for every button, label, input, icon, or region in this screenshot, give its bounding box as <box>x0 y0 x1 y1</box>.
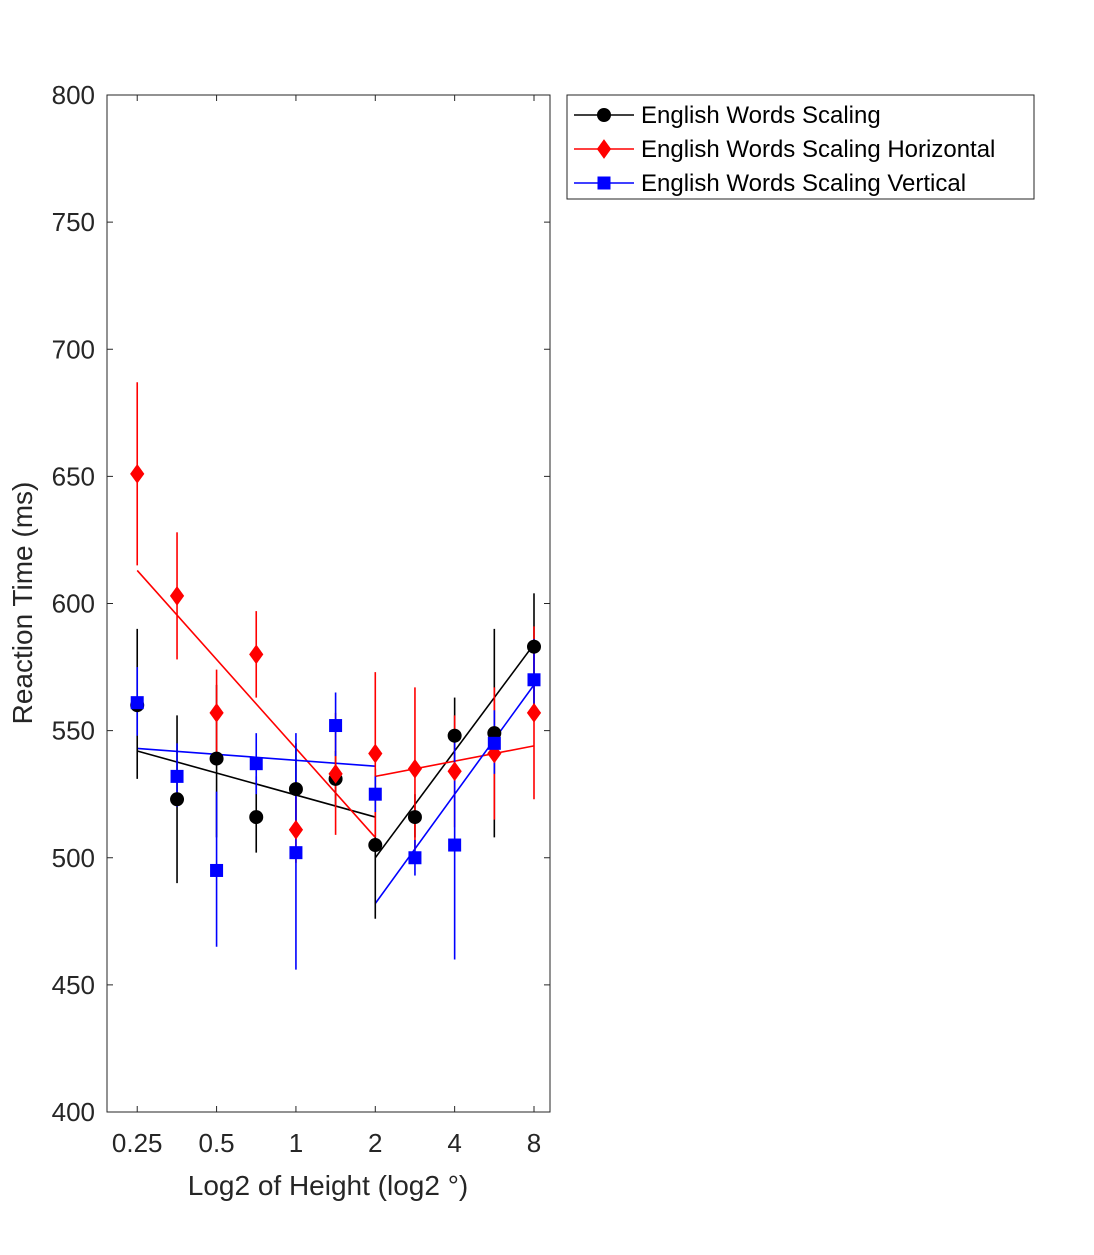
legend-marker-series-1 <box>596 139 612 159</box>
data-point-series-2 <box>289 846 303 860</box>
x-tick-label: 8 <box>527 1128 541 1158</box>
y-tick-label: 600 <box>52 589 95 619</box>
x-tick-label: 1 <box>289 1128 303 1158</box>
y-tick-label: 450 <box>52 970 95 1000</box>
data-point-series-1 <box>368 743 383 764</box>
data-markers <box>130 463 542 877</box>
legend-label-series-2: English Words Scaling Vertical <box>641 170 966 197</box>
legend-label-series-0: English Words Scaling <box>641 102 881 129</box>
data-point-series-1 <box>288 819 304 840</box>
data-point-series-0 <box>209 751 224 766</box>
data-point-series-1 <box>169 586 185 606</box>
data-point-series-2 <box>249 757 263 771</box>
data-point-series-2 <box>487 736 501 750</box>
legend: English Words Scaling English Words Scali… <box>566 94 1035 200</box>
data-point-series-0 <box>526 639 541 654</box>
x-tick-label: 0.5 <box>198 1128 234 1158</box>
data-point-series-0 <box>447 728 462 743</box>
legend-box <box>566 94 1035 200</box>
data-point-series-1 <box>328 763 343 784</box>
tick-labels: 0.25 0.5 1 2 4 8 400 450 500 550 600 650 700 750 800 <box>52 80 542 1158</box>
y-tick-label: 700 <box>52 334 95 364</box>
legend-marker-series-2 <box>597 176 611 190</box>
data-point-series-1 <box>209 702 224 723</box>
data-point-series-2 <box>448 838 462 852</box>
data-point-series-1 <box>526 702 542 723</box>
y-tick-label: 500 <box>52 843 95 873</box>
y-tick-label: 650 <box>52 461 95 491</box>
x-tick-label: 2 <box>368 1128 382 1158</box>
x-axis-label: Log2 of Height (log2 °) <box>188 1170 468 1201</box>
data-point-series-2 <box>527 673 541 687</box>
data-point-series-2 <box>210 863 224 877</box>
data-point-series-1 <box>447 761 462 782</box>
data-point-series-1 <box>249 644 264 665</box>
plot-area <box>107 95 550 1112</box>
data-point-series-0 <box>170 792 185 807</box>
data-point-series-1 <box>407 758 423 779</box>
legend-marker-series-0 <box>597 108 611 122</box>
data-point-series-1 <box>130 463 145 484</box>
legend-label-series-1: English Words Scaling Horizontal <box>641 136 995 163</box>
data-point-series-2 <box>130 696 144 710</box>
y-tick-label: 400 <box>52 1097 95 1127</box>
data-point-series-0 <box>368 838 383 853</box>
x-tick-label: 4 <box>447 1128 461 1158</box>
y-axis-label: Reaction Time (ms) <box>7 482 38 725</box>
data-point-series-0 <box>407 810 422 825</box>
data-point-series-2 <box>170 769 184 783</box>
data-point-series-2 <box>368 787 382 801</box>
y-tick-label: 800 <box>52 80 95 110</box>
plot-frame <box>106 94 551 1113</box>
data-point-series-0 <box>288 782 303 797</box>
y-tick-label: 550 <box>52 716 95 746</box>
data-point-series-2 <box>408 851 422 865</box>
x-tick-label: 0.25 <box>112 1128 163 1158</box>
data-point-series-2 <box>329 719 343 733</box>
y-tick-label: 750 <box>52 207 95 237</box>
data-point-series-0 <box>249 810 264 825</box>
